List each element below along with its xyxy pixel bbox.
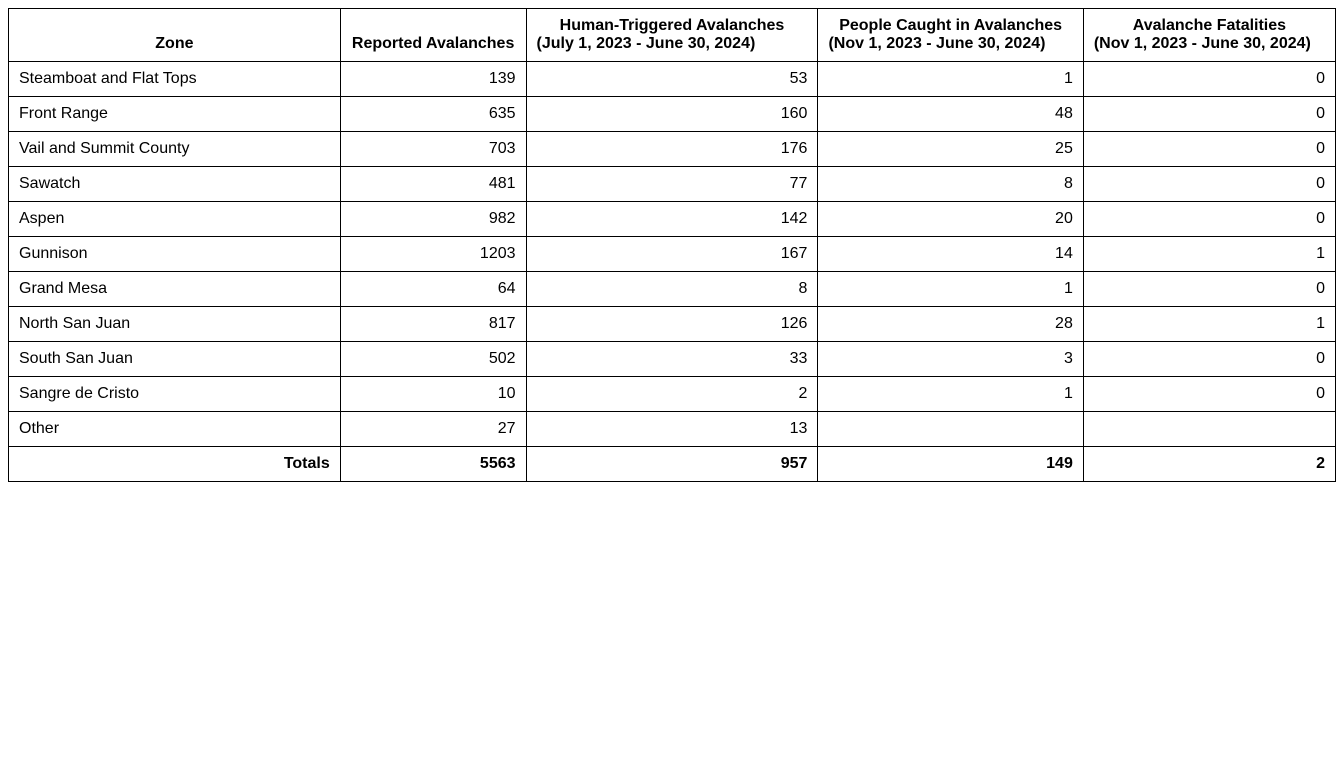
reported-cell: 481	[340, 167, 526, 202]
reported-cell: 502	[340, 342, 526, 377]
zone-cell: South San Juan	[9, 342, 341, 377]
header-fatal-title: Avalanche Fatalities	[1094, 17, 1325, 35]
human-cell: 167	[526, 237, 818, 272]
caught-cell	[818, 412, 1083, 447]
reported-cell: 982	[340, 202, 526, 237]
fatal-cell: 0	[1083, 132, 1335, 167]
totals-fatal: 2	[1083, 447, 1335, 482]
fatal-cell: 1	[1083, 237, 1335, 272]
header-caught-sub: (Nov 1, 2023 - June 30, 2024)	[828, 35, 1072, 53]
zone-cell: Grand Mesa	[9, 272, 341, 307]
totals-caught: 149	[818, 447, 1083, 482]
caught-cell: 28	[818, 307, 1083, 342]
zone-cell: North San Juan	[9, 307, 341, 342]
zone-cell: Sawatch	[9, 167, 341, 202]
header-human-sub: (July 1, 2023 - June 30, 2024)	[537, 35, 808, 53]
header-caught-title: People Caught in Avalanches	[828, 17, 1072, 35]
fatal-cell: 1	[1083, 307, 1335, 342]
caught-cell: 25	[818, 132, 1083, 167]
reported-cell: 635	[340, 97, 526, 132]
table-body: Steamboat and Flat Tops 139 53 1 0 Front…	[9, 62, 1336, 482]
zone-cell: Steamboat and Flat Tops	[9, 62, 341, 97]
table-row: Front Range 635 160 48 0	[9, 97, 1336, 132]
human-cell: 77	[526, 167, 818, 202]
table-row: South San Juan 502 33 3 0	[9, 342, 1336, 377]
human-cell: 176	[526, 132, 818, 167]
table-row: Other 27 13	[9, 412, 1336, 447]
zone-cell: Other	[9, 412, 341, 447]
caught-cell: 1	[818, 62, 1083, 97]
fatal-cell: 0	[1083, 342, 1335, 377]
reported-cell: 10	[340, 377, 526, 412]
totals-label: Totals	[9, 447, 341, 482]
zone-cell: Vail and Summit County	[9, 132, 341, 167]
human-cell: 142	[526, 202, 818, 237]
header-human: Human-Triggered Avalanches (July 1, 2023…	[526, 9, 818, 62]
table-row: Steamboat and Flat Tops 139 53 1 0	[9, 62, 1336, 97]
caught-cell: 3	[818, 342, 1083, 377]
human-cell: 53	[526, 62, 818, 97]
caught-cell: 48	[818, 97, 1083, 132]
header-zone-title: Zone	[19, 35, 330, 53]
header-row: Zone Reported Avalanches Human-Triggered…	[9, 9, 1336, 62]
fatal-cell: 0	[1083, 202, 1335, 237]
header-zone: Zone	[9, 9, 341, 62]
caught-cell: 1	[818, 377, 1083, 412]
reported-cell: 1203	[340, 237, 526, 272]
header-fatal-sub: (Nov 1, 2023 - June 30, 2024)	[1094, 35, 1325, 53]
totals-human: 957	[526, 447, 818, 482]
header-reported: Reported Avalanches	[340, 9, 526, 62]
human-cell: 13	[526, 412, 818, 447]
header-human-title: Human-Triggered Avalanches	[537, 17, 808, 35]
human-cell: 8	[526, 272, 818, 307]
table-row: Sawatch 481 77 8 0	[9, 167, 1336, 202]
table-row: Aspen 982 142 20 0	[9, 202, 1336, 237]
caught-cell: 8	[818, 167, 1083, 202]
table-row: Grand Mesa 64 8 1 0	[9, 272, 1336, 307]
reported-cell: 703	[340, 132, 526, 167]
table-row: North San Juan 817 126 28 1	[9, 307, 1336, 342]
table-row: Gunnison 1203 167 14 1	[9, 237, 1336, 272]
reported-cell: 817	[340, 307, 526, 342]
human-cell: 160	[526, 97, 818, 132]
fatal-cell: 0	[1083, 97, 1335, 132]
fatal-cell: 0	[1083, 272, 1335, 307]
table-row: Vail and Summit County 703 176 25 0	[9, 132, 1336, 167]
fatal-cell	[1083, 412, 1335, 447]
totals-row: Totals 5563 957 149 2	[9, 447, 1336, 482]
zone-cell: Aspen	[9, 202, 341, 237]
human-cell: 2	[526, 377, 818, 412]
header-reported-title: Reported Avalanches	[351, 35, 516, 53]
header-caught: People Caught in Avalanches (Nov 1, 2023…	[818, 9, 1083, 62]
avalanche-table: Zone Reported Avalanches Human-Triggered…	[8, 8, 1336, 482]
fatal-cell: 0	[1083, 62, 1335, 97]
fatal-cell: 0	[1083, 377, 1335, 412]
zone-cell: Gunnison	[9, 237, 341, 272]
zone-cell: Front Range	[9, 97, 341, 132]
reported-cell: 64	[340, 272, 526, 307]
totals-reported: 5563	[340, 447, 526, 482]
zone-cell: Sangre de Cristo	[9, 377, 341, 412]
human-cell: 33	[526, 342, 818, 377]
header-fatal: Avalanche Fatalities (Nov 1, 2023 - June…	[1083, 9, 1335, 62]
caught-cell: 14	[818, 237, 1083, 272]
human-cell: 126	[526, 307, 818, 342]
table-row: Sangre de Cristo 10 2 1 0	[9, 377, 1336, 412]
fatal-cell: 0	[1083, 167, 1335, 202]
reported-cell: 27	[340, 412, 526, 447]
reported-cell: 139	[340, 62, 526, 97]
caught-cell: 1	[818, 272, 1083, 307]
caught-cell: 20	[818, 202, 1083, 237]
